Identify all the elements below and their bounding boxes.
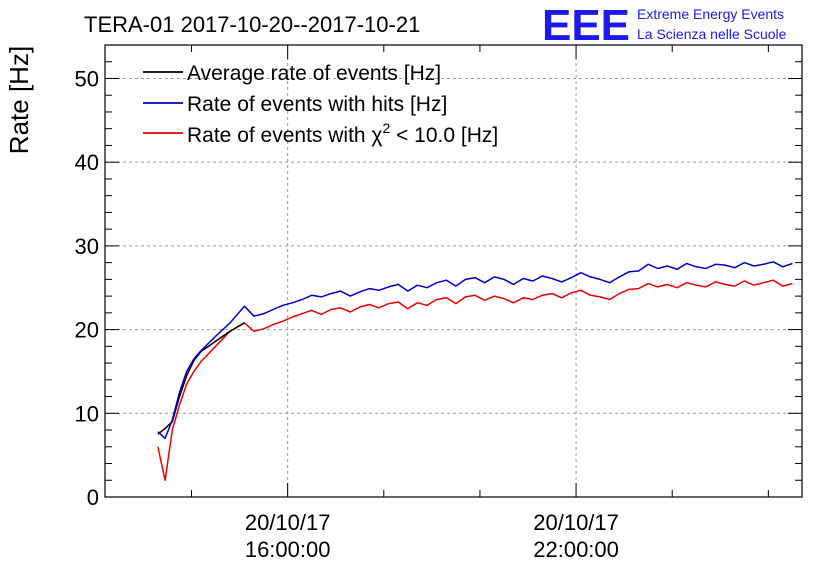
logo-line1: Extreme Energy Events	[637, 6, 784, 22]
y-tick-label-20: 20	[75, 318, 99, 343]
y-tick-label-50: 50	[75, 66, 99, 91]
y-tick-label-30: 30	[75, 234, 99, 259]
chart-title: TERA-01 2017-10-20--2017-10-21	[84, 12, 420, 37]
y-tick-label-40: 40	[75, 150, 99, 175]
series-line-1	[157, 261, 793, 440]
x-tick-date-22: 20/10/17	[533, 510, 619, 535]
grid-lines	[105, 45, 802, 497]
legend-label-hits: Rate of events with hits [Hz]	[187, 93, 447, 116]
logo-line2: La Scienza nelle Scuole	[637, 26, 787, 42]
legend-label-average: Average rate of events [Hz]	[187, 62, 441, 85]
x-tick-date-16: 20/10/17	[245, 510, 331, 535]
x-tick-time-22: 22:00:00	[533, 537, 619, 562]
legend: Average rate of events [Hz] Rate of even…	[143, 62, 498, 147]
eee-logo: EEE	[542, 1, 630, 50]
legend-label-chi2: Rate of events with χ2 < 10.0 [Hz]	[187, 120, 498, 147]
axes: 0102030405020/10/1716:00:0020/10/1722:00…	[75, 44, 802, 562]
series-lines	[157, 261, 793, 482]
series-line-2	[157, 279, 793, 482]
y-tick-label-0: 0	[87, 485, 99, 510]
x-tick-time-16: 16:00:00	[245, 537, 331, 562]
y-axis-label: Rate [Hz]	[4, 46, 34, 154]
plot-frame	[104, 44, 803, 498]
y-tick-label-10: 10	[75, 401, 99, 426]
series-line-0	[157, 322, 245, 435]
